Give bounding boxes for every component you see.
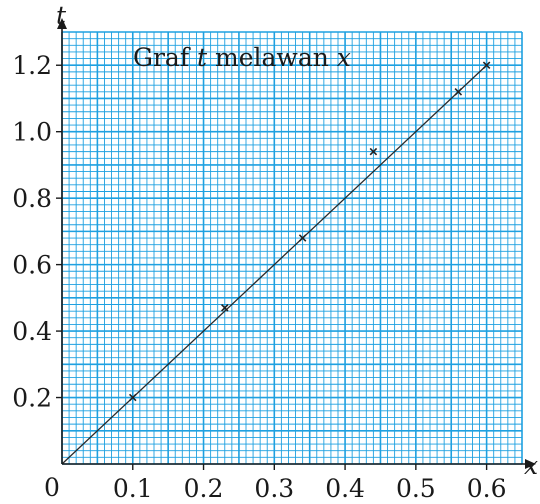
axes	[57, 18, 536, 469]
data-point	[454, 88, 463, 96]
y-tick-label: 1.2	[12, 51, 52, 80]
x-tick-label: 0.1	[113, 474, 153, 503]
data-point	[221, 304, 229, 312]
chart-title-var-x: x	[337, 43, 351, 72]
x-tick-label: 0.3	[254, 474, 294, 503]
data-point	[482, 61, 491, 69]
data-point-stroke	[129, 393, 137, 402]
x-axis-label: x	[524, 451, 538, 480]
y-tick-label: 0.6	[12, 251, 52, 280]
y-axis-ticks: 0.2 0.4 0.6 0.8 1.0 1.2	[12, 51, 62, 413]
data-points	[129, 61, 491, 402]
y-tick-label: 0.2	[12, 384, 52, 413]
y-tick-label: 0.4	[12, 317, 52, 346]
y-tick-label: 0.8	[12, 184, 52, 213]
y-tick-label: 1.0	[12, 118, 52, 147]
x-tick-label: 0.2	[184, 474, 224, 503]
grid-minor	[62, 32, 522, 464]
x-axis-arrow	[525, 459, 536, 469]
grid-major	[61, 31, 523, 465]
x-tick-label: 0.5	[396, 474, 436, 503]
y-axis-label: t	[56, 1, 67, 30]
data-point-stroke	[369, 147, 378, 156]
origin-label: 0	[44, 473, 60, 502]
x-tick-label: 0.6	[467, 474, 507, 503]
chart-title-var-t: t	[197, 43, 208, 72]
data-point	[298, 234, 307, 242]
data-point-stroke	[482, 61, 491, 69]
chart-title-middle: melawan	[207, 43, 337, 72]
y-axis-arrow	[57, 18, 67, 29]
chart-title-prefix: Graf	[133, 43, 197, 72]
data-point	[369, 147, 378, 156]
data-point	[129, 393, 137, 402]
data-point-stroke	[454, 88, 463, 96]
x-tick-label: 0.4	[325, 474, 365, 503]
data-point-stroke	[221, 304, 229, 312]
chart-title: Graf t melawan x	[133, 43, 351, 72]
data-point-stroke	[298, 234, 307, 242]
x-axis-ticks: 0.1 0.2 0.3 0.4 0.5 0.6	[113, 464, 507, 503]
